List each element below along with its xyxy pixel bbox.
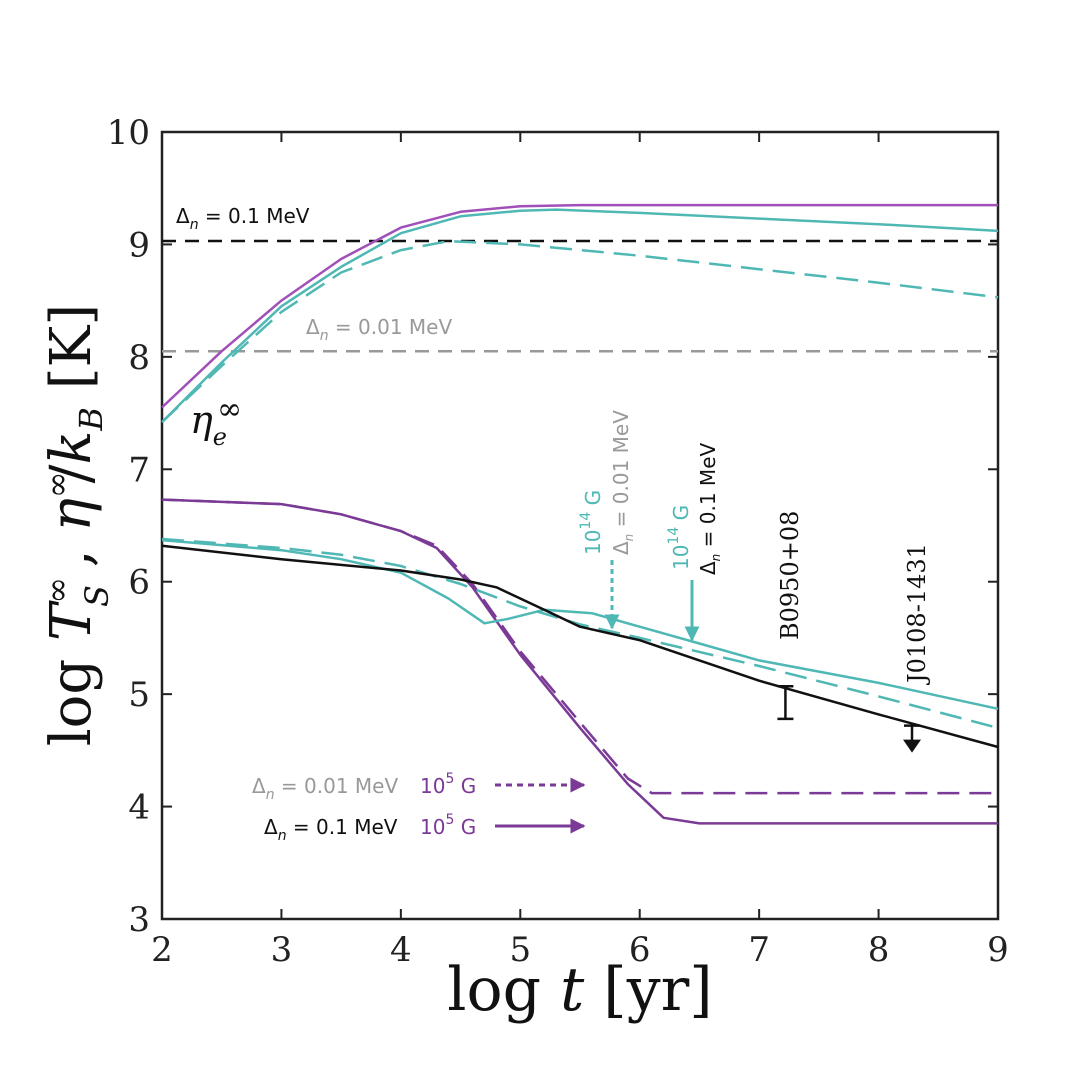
- x-tick-label: 6: [629, 930, 651, 970]
- x-tick-label: 8: [868, 930, 890, 970]
- reference-lines: [162, 239, 998, 353]
- source-label-b0950: B0950+08: [776, 511, 804, 640]
- y-tick-label: 5: [128, 675, 150, 715]
- tick-marks: [161, 131, 999, 920]
- x-tick-label: 7: [748, 930, 770, 970]
- source-label-j0108: J0108-1431: [903, 543, 931, 686]
- x-tick-label: 9: [987, 930, 1009, 970]
- svg-text:1014 G: 1014 G: [666, 505, 693, 570]
- ref-label-01: Δn = 0.1 MeV: [176, 204, 310, 233]
- svg-text:Δn = 0.01 MeV: Δn = 0.01 MeV: [252, 774, 398, 803]
- ref-label-001: Δn = 0.01 MeV: [306, 315, 452, 344]
- legend-purple-001: Δn = 0.01 MeV 105 G: [252, 771, 586, 803]
- y-axis-label: log T∞S , η∞/kB [K]: [38, 304, 116, 747]
- y-tick-label: 6: [128, 563, 150, 603]
- eta-label: ηe∞: [190, 392, 242, 451]
- legend-purple-01: Δn = 0.1 MeV 105 G: [264, 812, 586, 844]
- series-line: [161, 537, 999, 730]
- x-tick-label: 2: [151, 930, 173, 970]
- series-group: [161, 203, 999, 825]
- series-line: [161, 538, 999, 711]
- y-tick-label: 10: [107, 113, 150, 153]
- y-tick-labels: 3 4 5 6 7 8 9 10: [107, 113, 150, 940]
- svg-text:Δn = 0.1 MeV: Δn = 0.1 MeV: [264, 815, 398, 844]
- series-line: [161, 498, 998, 795]
- series-line: [161, 544, 999, 749]
- upper-limit-arrow: [903, 739, 922, 753]
- x-tick-label: 3: [271, 930, 293, 970]
- y-tick-label: 4: [128, 788, 150, 828]
- x-axis-label: log t [yr]: [447, 955, 712, 1025]
- y-tick-label: 8: [128, 338, 150, 378]
- field-annotation-cyan-01: 1014 G Δn = 0.1 MeV: [666, 443, 723, 642]
- y-tick-label: 3: [128, 900, 150, 940]
- svg-text:105 G: 105 G: [420, 812, 476, 839]
- svg-text:105 G: 105 G: [420, 771, 476, 798]
- svg-text:Δn = 0.1 MeV: Δn = 0.1 MeV: [696, 443, 723, 575]
- y-tick-label: 7: [128, 450, 150, 490]
- y-tick-label: 9: [128, 225, 150, 265]
- svg-text:Δn = 0.01 MeV: Δn = 0.01 MeV: [609, 410, 636, 555]
- svg-text:1014 G: 1014 G: [578, 490, 605, 555]
- series-line: [161, 203, 998, 409]
- x-tick-label: 4: [390, 930, 412, 970]
- series-line: [161, 208, 999, 423]
- series-line: [161, 498, 998, 825]
- field-annotation-cyan-001: 1014 G Δn = 0.01 MeV: [578, 410, 636, 630]
- series-line: [161, 239, 999, 424]
- plot-frame: [160, 130, 1000, 921]
- x-tick-label: 5: [509, 930, 531, 970]
- observations-group: [777, 685, 922, 753]
- x-tick-labels: 2 3 4 5 6 7 8 9: [151, 930, 1009, 970]
